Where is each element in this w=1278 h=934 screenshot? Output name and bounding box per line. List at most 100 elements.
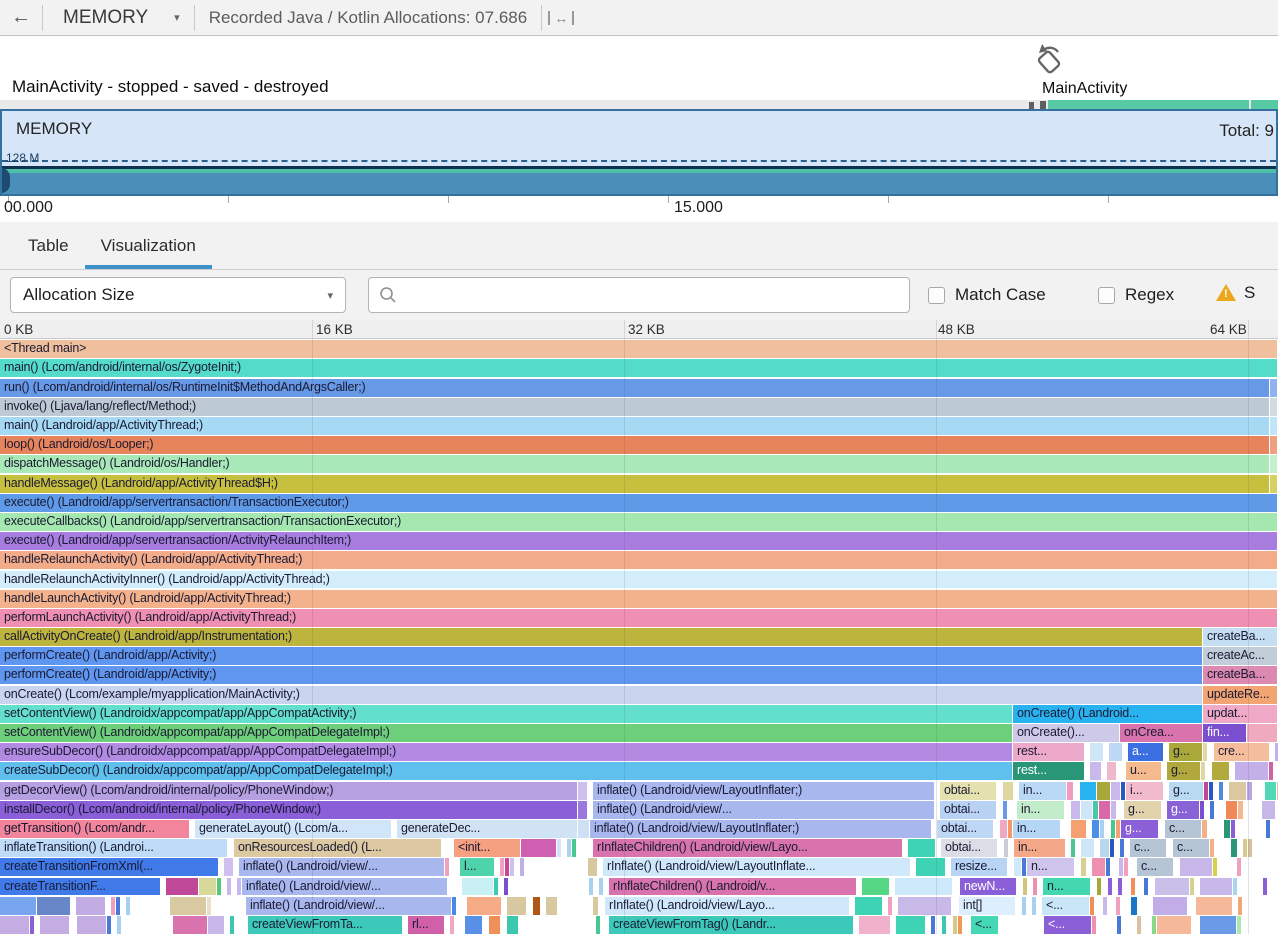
flame-cell[interactable]: inflate() (Landroid/view/... bbox=[246, 896, 451, 915]
back-button[interactable]: ← bbox=[0, 6, 42, 29]
flame-cell[interactable] bbox=[510, 858, 514, 877]
flame-cell[interactable] bbox=[489, 915, 500, 934]
flame-cell[interactable]: onCrea... bbox=[1120, 724, 1202, 742]
flame-cell[interactable] bbox=[1071, 839, 1075, 858]
flame-cell[interactable]: g... bbox=[1121, 819, 1158, 838]
flame-cell[interactable] bbox=[1270, 436, 1277, 455]
flame-cell[interactable] bbox=[1092, 858, 1105, 877]
flame-cell[interactable]: main() (Lcom/android/internal/os/ZygoteI… bbox=[0, 359, 1277, 378]
flame-cell[interactable] bbox=[589, 877, 593, 896]
flame-cell[interactable] bbox=[1201, 762, 1205, 781]
flame-cell[interactable]: l... bbox=[460, 858, 494, 877]
flame-cell[interactable]: callActivityOnCreate() (Landroid/app/Ins… bbox=[0, 628, 1202, 646]
flame-cell[interactable] bbox=[1262, 800, 1275, 819]
flame-cell[interactable]: inflate() (Landroid/view/... bbox=[242, 877, 447, 896]
flame-cell[interactable] bbox=[1071, 819, 1086, 838]
flame-cell[interactable]: getTransition() (Lcom/andr... bbox=[0, 819, 189, 838]
flame-cell[interactable] bbox=[37, 896, 70, 915]
flame-cell[interactable] bbox=[1212, 762, 1229, 781]
flame-cell[interactable] bbox=[1071, 800, 1080, 819]
flame-cell[interactable] bbox=[467, 896, 501, 915]
flame-cell[interactable]: c... bbox=[1137, 858, 1173, 877]
flame-cell[interactable] bbox=[170, 896, 206, 915]
flame-cell[interactable]: rest... bbox=[1013, 743, 1084, 762]
flame-cell[interactable]: rest... bbox=[1013, 762, 1084, 781]
flame-cell[interactable] bbox=[1157, 915, 1191, 934]
flame-cell[interactable]: generateDec... bbox=[397, 819, 577, 838]
flame-cell[interactable] bbox=[40, 915, 69, 934]
flame-cell[interactable] bbox=[465, 915, 482, 934]
flame-cell[interactable]: main() (Landroid/app/ActivityThread;) bbox=[0, 417, 1269, 435]
flame-cell[interactable] bbox=[1081, 839, 1094, 858]
flame-cell[interactable]: dispatchMessage() (Landroid/os/Handler;) bbox=[0, 455, 1269, 474]
flame-cell[interactable] bbox=[500, 858, 504, 877]
flame-cell[interactable] bbox=[445, 858, 449, 877]
flame-cell[interactable]: rInflateChildren() (Landroid/v... bbox=[609, 877, 856, 896]
flame-cell[interactable] bbox=[1103, 896, 1107, 915]
flame-cell[interactable] bbox=[1229, 781, 1246, 800]
flame-cell[interactable] bbox=[588, 858, 597, 877]
flame-cell[interactable] bbox=[1209, 781, 1213, 800]
flame-cell[interactable] bbox=[217, 877, 221, 896]
flame-cell[interactable] bbox=[0, 915, 29, 934]
flame-cell[interactable]: in... bbox=[1014, 839, 1065, 858]
flame-cell[interactable]: <... bbox=[971, 915, 998, 934]
flame-cell[interactable] bbox=[1100, 819, 1104, 838]
flame-cell[interactable] bbox=[0, 896, 36, 915]
flame-cell[interactable] bbox=[953, 915, 957, 934]
flame-cell[interactable]: executeCallbacks() (Landroid/app/servert… bbox=[0, 512, 1277, 531]
flame-cell[interactable]: createAc... bbox=[1203, 647, 1277, 666]
flame-cell[interactable]: inflate() (Landroid/view/... bbox=[593, 800, 934, 819]
flame-cell[interactable]: inflate() (Landroid/view/LayoutInflater;… bbox=[590, 819, 931, 838]
allocation-size-dropdown[interactable]: Allocation Size ▾ bbox=[10, 277, 346, 313]
flame-cell[interactable]: obtai... bbox=[941, 839, 997, 858]
flame-cell[interactable]: onCreate() (Lcom/example/myapplication/M… bbox=[0, 685, 1202, 704]
flame-cell[interactable] bbox=[578, 819, 589, 838]
flame-cell[interactable]: c... bbox=[1165, 819, 1201, 838]
flame-cell[interactable] bbox=[578, 800, 587, 819]
flame-cell[interactable]: c... bbox=[1173, 839, 1209, 858]
flame-cell[interactable]: loop() (Landroid/os/Looper;) bbox=[0, 436, 1269, 455]
flame-cell[interactable]: createViewFromTag() (Landr... bbox=[609, 915, 853, 934]
flame-cell[interactable] bbox=[462, 877, 493, 896]
flame-cell[interactable] bbox=[1153, 896, 1187, 915]
flame-cell[interactable] bbox=[1092, 915, 1096, 934]
flame-cell[interactable] bbox=[494, 877, 498, 896]
flame-cell[interactable] bbox=[1000, 819, 1007, 838]
flame-cell[interactable]: run() (Lcom/android/internal/os/RuntimeI… bbox=[0, 378, 1269, 397]
flame-cell[interactable]: handleRelaunchActivityInner() (Landroid/… bbox=[0, 570, 1277, 589]
flame-cell[interactable] bbox=[504, 877, 508, 896]
flame-cell[interactable] bbox=[895, 877, 952, 896]
flame-cell[interactable] bbox=[1111, 800, 1116, 819]
flame-cell[interactable] bbox=[1117, 915, 1121, 934]
flame-cell[interactable]: createBa... bbox=[1203, 628, 1277, 646]
memory-track[interactable]: MEMORY Total: 9 128 M bbox=[0, 109, 1278, 196]
flame-cell[interactable] bbox=[1270, 397, 1277, 416]
flame-cell[interactable] bbox=[450, 915, 454, 934]
flame-cell[interactable] bbox=[1022, 896, 1026, 915]
flame-cell[interactable]: inflate() (Landroid/view/LayoutInflater;… bbox=[593, 781, 934, 800]
flame-cell[interactable] bbox=[1248, 839, 1252, 858]
flame-cell[interactable] bbox=[1202, 819, 1207, 838]
flame-cell[interactable] bbox=[1137, 915, 1141, 934]
flame-cell[interactable] bbox=[596, 915, 600, 934]
flame-cell[interactable]: in... bbox=[1013, 819, 1060, 838]
flame-cell[interactable] bbox=[958, 915, 962, 934]
flame-cell[interactable] bbox=[1093, 800, 1098, 819]
flame-cell[interactable] bbox=[593, 896, 598, 915]
flame-cell[interactable]: rInflate() (Landroid/view/LayoutInflate.… bbox=[603, 858, 910, 877]
flame-cell[interactable]: a... bbox=[1128, 743, 1163, 762]
flame-cell[interactable]: execute() (Landroid/app/servertransactio… bbox=[0, 493, 1277, 512]
flame-cell[interactable] bbox=[224, 858, 233, 877]
flame-cell[interactable] bbox=[1270, 455, 1277, 474]
flame-cell[interactable] bbox=[77, 915, 106, 934]
flame-cell[interactable] bbox=[1120, 839, 1124, 858]
flame-cell[interactable]: onResourcesLoaded() (L... bbox=[234, 839, 441, 858]
flame-cell[interactable]: newN... bbox=[960, 877, 1016, 896]
flame-cell[interactable] bbox=[1144, 877, 1148, 896]
flame-cell[interactable] bbox=[30, 915, 34, 934]
flame-cell[interactable] bbox=[1032, 896, 1036, 915]
flame-cell[interactable] bbox=[578, 781, 587, 800]
flame-cell[interactable]: obtai... bbox=[940, 800, 996, 819]
flame-cell[interactable]: getDecorView() (Lcom/android/internal/po… bbox=[0, 781, 577, 800]
